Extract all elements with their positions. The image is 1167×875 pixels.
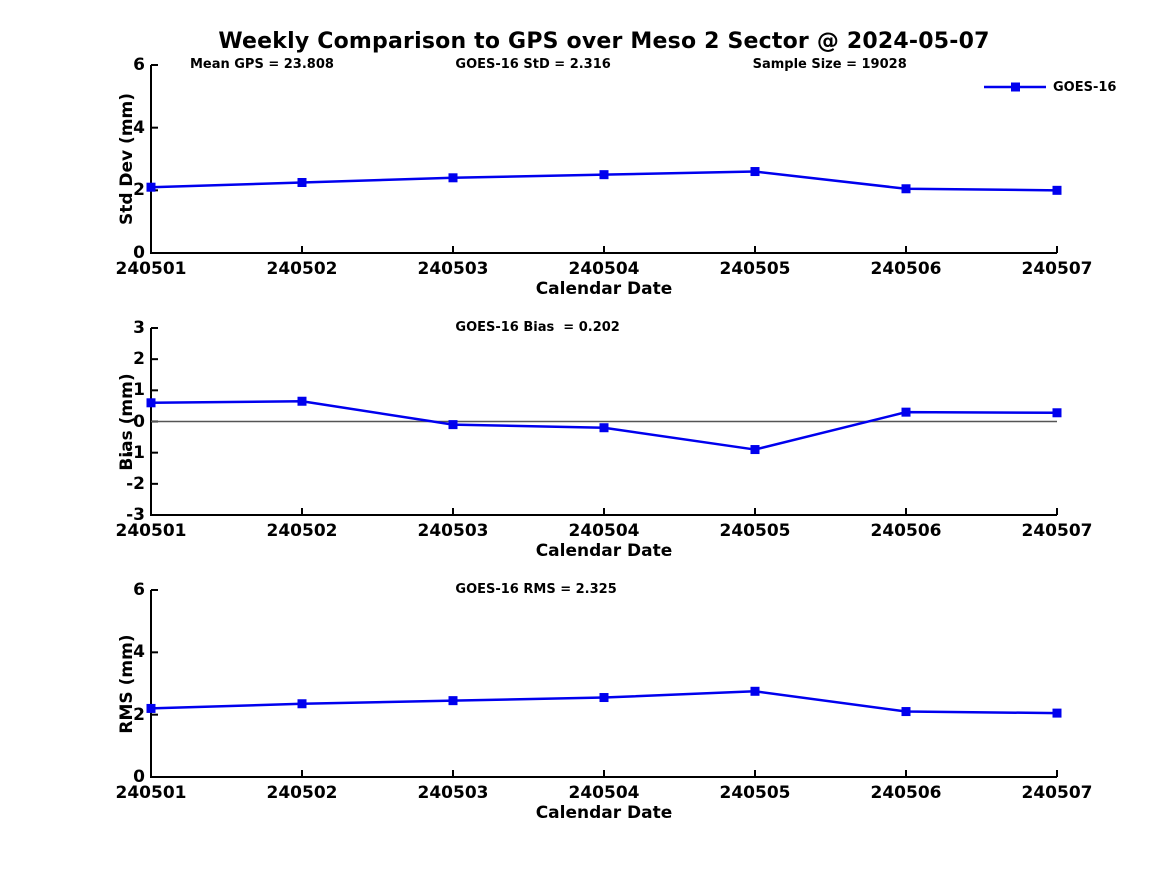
x-axis-label: Calendar Date <box>535 803 673 823</box>
y-axis-label: Std Dev (mm) <box>117 92 137 226</box>
data-point-marker <box>297 396 307 406</box>
x-tick-label: 240505 <box>719 521 791 541</box>
y-tick-label: 4 <box>133 642 145 663</box>
x-tick-label: 240503 <box>417 259 489 279</box>
y-tick-label: 2 <box>133 349 145 370</box>
y-tick-label: 0 <box>133 243 145 263</box>
legend-label: GOES-16 <box>1053 79 1117 95</box>
data-point-marker <box>599 170 609 180</box>
data-point-marker <box>599 423 609 433</box>
y-tick-label: 1 <box>133 380 145 401</box>
annotation-text: Mean GPS = 23.808 <box>189 57 334 72</box>
data-point-marker <box>146 182 156 192</box>
data-point-marker <box>146 398 156 408</box>
y-tick-label: -3 <box>126 505 145 525</box>
y-tick-label: -1 <box>126 442 145 463</box>
y-axis-label: RMS (mm) <box>117 633 137 734</box>
y-tick-label: 0 <box>133 767 145 787</box>
y-tick-label: 6 <box>133 580 145 600</box>
y-tick-label: 3 <box>133 318 145 338</box>
x-tick-label: 240504 <box>568 259 640 279</box>
data-point-marker <box>901 407 911 417</box>
x-tick-label: 240502 <box>266 783 338 803</box>
x-tick-label: 240507 <box>1021 783 1093 803</box>
data-point-marker <box>146 703 156 713</box>
x-tick-label: 240501 <box>115 259 187 279</box>
x-tick-label: 240504 <box>568 783 640 803</box>
legend: GOES-16 <box>984 79 1116 95</box>
data-point-marker <box>448 696 458 706</box>
x-tick-label: 240501 <box>115 783 187 803</box>
legend-line-marker-icon <box>984 82 1046 92</box>
x-tick-label: 240503 <box>417 783 489 803</box>
data-point-marker <box>297 699 307 709</box>
x-tick-label: 240505 <box>719 259 791 279</box>
x-tick-label: 240507 <box>1021 521 1093 541</box>
axis-lines <box>150 590 1057 778</box>
data-point-marker <box>901 184 911 194</box>
axis-lines <box>150 65 1057 254</box>
x-tick-label: 240502 <box>266 259 338 279</box>
data-point-marker <box>1052 408 1062 418</box>
x-tick-label: 240506 <box>870 521 942 541</box>
y-tick-label: 6 <box>133 55 145 75</box>
annotation-text: Sample Size = 19028 <box>752 57 907 72</box>
data-point-marker <box>750 686 760 696</box>
data-point-marker <box>1052 185 1062 195</box>
data-point-marker <box>1052 708 1062 718</box>
x-tick-label: 240506 <box>870 783 942 803</box>
y-tick-label: -2 <box>126 473 145 494</box>
data-point-marker <box>750 167 760 177</box>
data-point-marker <box>448 420 458 430</box>
data-point-marker <box>599 693 609 703</box>
y-tick-label: 4 <box>133 117 145 138</box>
x-tick-label: 240503 <box>417 521 489 541</box>
x-tick-label: 240505 <box>719 783 791 803</box>
data-point-marker <box>297 178 307 187</box>
x-tick-label: 240507 <box>1021 259 1093 279</box>
x-tick-label: 240501 <box>115 521 187 541</box>
x-tick-label: 240504 <box>568 521 640 541</box>
x-axis-label: Calendar Date <box>535 541 673 561</box>
annotation-text: GOES-16 Bias = 0.202 <box>455 320 620 335</box>
data-point-marker <box>901 707 911 717</box>
annotation-text: GOES-16 RMS = 2.325 <box>455 582 617 597</box>
y-tick-label: 0 <box>133 411 145 432</box>
data-point-marker <box>750 445 760 455</box>
x-tick-label: 240506 <box>870 259 942 279</box>
y-axis-label: Bias (mm) <box>117 372 137 471</box>
y-tick-label: 2 <box>133 704 145 725</box>
page-title: Weekly Comparison to GPS over Meso 2 Sec… <box>218 29 990 54</box>
data-point-marker <box>448 173 458 183</box>
x-tick-label: 240502 <box>266 521 338 541</box>
x-axis-label: Calendar Date <box>535 279 673 299</box>
y-tick-label: 2 <box>133 180 145 201</box>
annotation-text: GOES-16 StD = 2.316 <box>455 57 611 72</box>
